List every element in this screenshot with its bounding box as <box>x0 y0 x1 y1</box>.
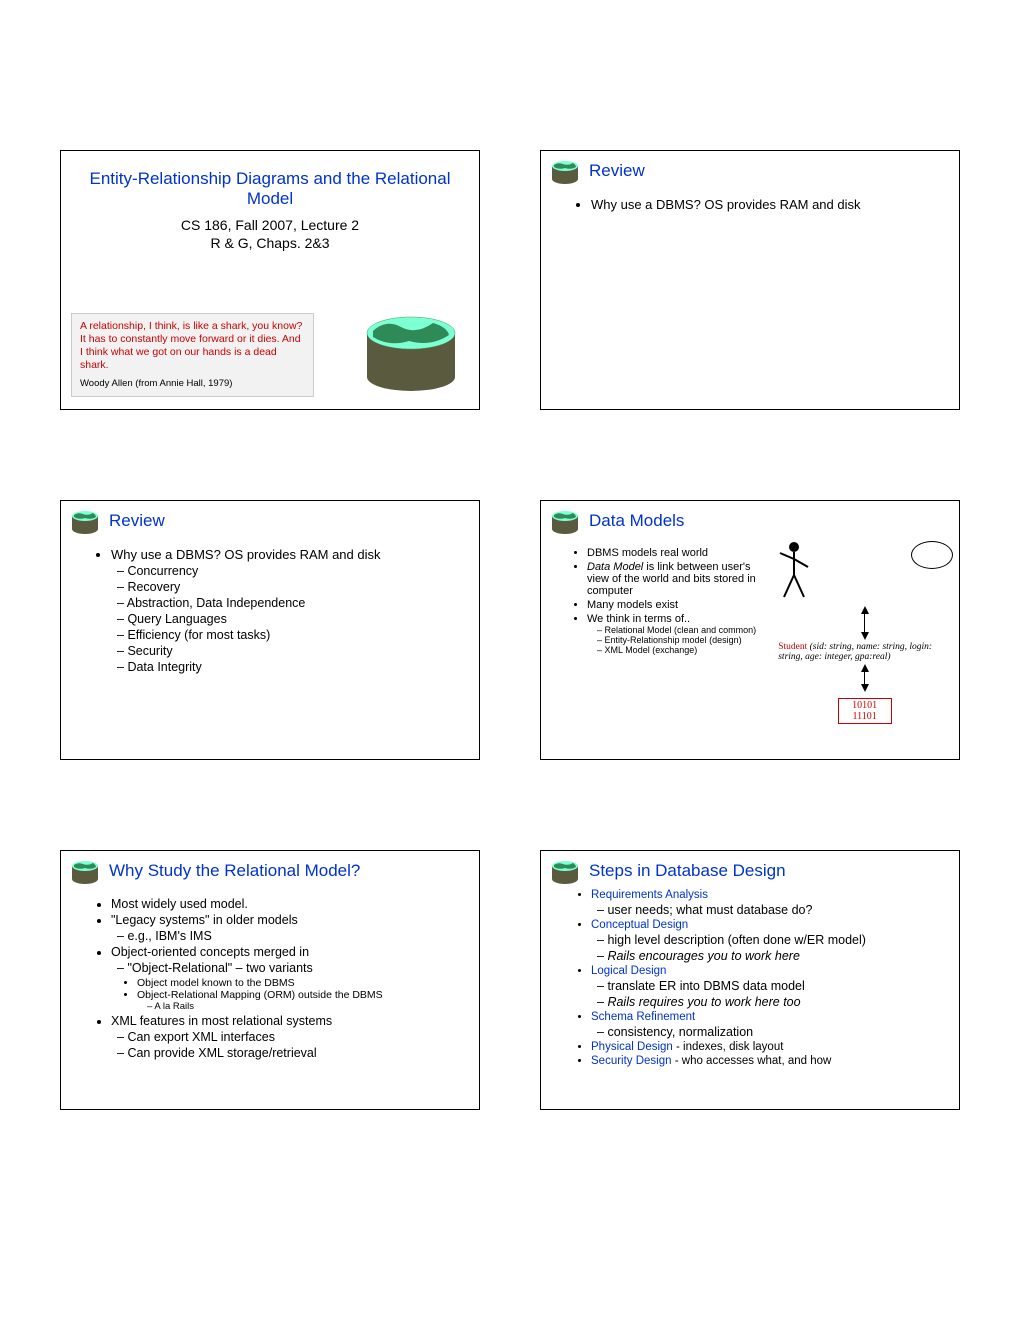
subtitle-1: CS 186, Fall 2007, Lecture 2 <box>71 217 469 233</box>
sub-sub-bullet: Object-Relational Mapping (ORM) outside … <box>137 989 463 1012</box>
database-icon <box>551 859 579 885</box>
arrow-down-icon <box>861 632 869 640</box>
quote-box: A relationship, I think, is like a shark… <box>71 313 314 397</box>
arrow-up-icon <box>861 606 869 614</box>
sub-sub-bullet-text: Object-Relational Mapping (ORM) outside … <box>137 989 383 1001</box>
sub-bullet: XML Model (exchange) <box>597 645 760 655</box>
bullet: Schema Refinement consistency, normaliza… <box>591 1011 943 1039</box>
step-name: Security Design <box>591 1055 672 1067</box>
sub-bullet: Entity-Relationship model (design) <box>597 635 760 645</box>
thought-bubble-icon <box>911 541 953 569</box>
bullet: Conceptual Design high level description… <box>591 919 943 963</box>
sub-bullet: Rails requires you to work here too <box>597 995 943 1009</box>
bullet-text: Object-oriented concepts merged in <box>111 945 309 959</box>
slide-body-left: DBMS models real world Data Model is lin… <box>541 537 774 724</box>
sub-bullet: consistency, normalization <box>597 1025 943 1039</box>
bullet-text: We think in terms of.. <box>587 613 690 625</box>
slide-heading: Data Models <box>541 501 959 537</box>
bullet: "Legacy systems" in older models e.g., I… <box>111 913 463 943</box>
arrow-down-icon <box>861 684 869 692</box>
slide-title: Entity-Relationship Diagrams and the Rel… <box>60 150 480 410</box>
subtitle-2: R & G, Chaps. 2&3 <box>71 235 469 251</box>
slide-heading: Review <box>541 151 959 187</box>
connector-line <box>864 614 865 632</box>
bullet: Most widely used model. <box>111 897 463 911</box>
quote-text: A relationship, I think, is like a shark… <box>80 320 305 373</box>
step-name: Requirements Analysis <box>591 889 708 901</box>
database-icon <box>551 159 579 185</box>
step-name: Conceptual Design <box>591 919 688 931</box>
connector-line <box>864 672 865 684</box>
term: Data Model <box>587 561 643 573</box>
step-desc: - who accesses what, and how <box>672 1055 832 1067</box>
bullet-text: Why use a DBMS? OS provides RAM and disk <box>111 547 381 562</box>
sub-bullet: Security <box>117 644 463 658</box>
stick-figure-icon <box>774 539 814 599</box>
sub-bullet: Recovery <box>117 580 463 594</box>
sub-bullet: Can export XML interfaces <box>117 1030 463 1044</box>
slide-body: Why use a DBMS? OS provides RAM and disk <box>541 187 959 224</box>
main-title: Entity-Relationship Diagrams and the Rel… <box>81 169 459 209</box>
sub-bullet: translate ER into DBMS data model <box>597 979 943 993</box>
slide-why-relational: Why Study the Relational Model? Most wid… <box>60 850 480 1110</box>
schema-name: Student <box>778 642 807 652</box>
database-icon <box>71 859 99 885</box>
sub-bullet: high level description (often done w/ER … <box>597 933 943 947</box>
bullet: Why use a DBMS? OS provides RAM and disk <box>591 197 943 212</box>
sub-bullet: Rails encourages you to work here <box>597 949 943 963</box>
slide-body: Most widely used model. "Legacy systems"… <box>61 887 479 1072</box>
slide-heading: Steps in Database Design <box>541 851 959 887</box>
slide-body-right: Student (sid: string, name: string, logi… <box>774 537 959 724</box>
sub-bullet: Query Languages <box>117 612 463 626</box>
bullet: Why use a DBMS? OS provides RAM and disk… <box>111 547 463 674</box>
bullet-text: "Legacy systems" in older models <box>111 913 298 927</box>
slide-db-design-steps: Steps in Database Design Requirements An… <box>540 850 960 1110</box>
bullet: Object-oriented concepts merged in "Obje… <box>111 945 463 1012</box>
step-name: Logical Design <box>591 965 666 977</box>
bullet: Many models exist <box>587 599 760 611</box>
bullet: Data Model is link between user's view o… <box>587 561 760 597</box>
slide-review-1: Review Why use a DBMS? OS provides RAM a… <box>540 150 960 410</box>
sub-bullet: Concurrency <box>117 564 463 578</box>
bullet: DBMS models real world <box>587 547 760 559</box>
sub-bullet: Efficiency (for most tasks) <box>117 628 463 642</box>
binary-box: 10101 11101 <box>838 698 892 724</box>
sub-bullet-text: "Object-Relational" – two variants <box>127 961 312 975</box>
sub-sub-sub-bullet: A la Rails <box>147 1001 463 1012</box>
sub-bullet: Can provide XML storage/retrieval <box>117 1046 463 1060</box>
database-globe-icon <box>361 305 461 395</box>
slide-data-models: Data Models DBMS models real world Data … <box>540 500 960 760</box>
arrow-up-icon <box>861 664 869 672</box>
sub-bullet: user needs; what must database do? <box>597 903 943 917</box>
slide-body: Why use a DBMS? OS provides RAM and disk… <box>61 537 479 686</box>
database-icon <box>71 509 99 535</box>
bullet-text: XML features in most relational systems <box>111 1014 332 1028</box>
sub-sub-bullet: Object model known to the DBMS <box>137 977 463 989</box>
database-icon <box>551 509 579 535</box>
quote-attribution: Woody Allen (from Annie Hall, 1979) <box>80 378 305 390</box>
sub-bullet: Data Integrity <box>117 660 463 674</box>
slide-body: Requirements Analysis user needs; what m… <box>541 889 959 1079</box>
sub-bullet: Relational Model (clean and common) <box>597 625 760 635</box>
slide-heading: Why Study the Relational Model? <box>61 851 479 887</box>
bullet: XML features in most relational systems … <box>111 1014 463 1060</box>
bullet: Requirements Analysis user needs; what m… <box>591 889 943 917</box>
step-name: Schema Refinement <box>591 1011 695 1023</box>
bullet: Physical Design - indexes, disk layout <box>591 1041 943 1053</box>
sub-bullet: Abstraction, Data Independence <box>117 596 463 610</box>
binary-row: 10101 <box>839 700 891 711</box>
step-name: Physical Design <box>591 1041 673 1053</box>
sub-bullet: e.g., IBM's IMS <box>117 929 463 943</box>
binary-row: 11101 <box>839 711 891 722</box>
bullet: We think in terms of.. Relational Model … <box>587 613 760 655</box>
schema-text: Student (sid: string, name: string, logi… <box>774 642 955 662</box>
bullet: Logical Design translate ER into DBMS da… <box>591 965 943 1009</box>
step-desc: - indexes, disk layout <box>673 1041 784 1053</box>
slide-heading: Review <box>61 501 479 537</box>
slide-review-2: Review Why use a DBMS? OS provides RAM a… <box>60 500 480 760</box>
sub-bullet: "Object-Relational" – two variants Objec… <box>117 961 463 1012</box>
bullet: Security Design - who accesses what, and… <box>591 1055 943 1067</box>
